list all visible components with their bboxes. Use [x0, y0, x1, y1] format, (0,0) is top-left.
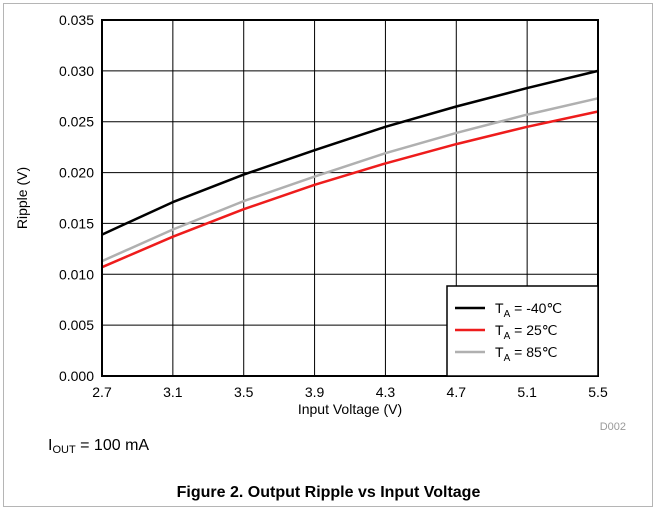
- x-tick-label: 5.1: [517, 384, 537, 400]
- x-tick-label: 3.9: [305, 384, 325, 400]
- y-tick-label: 0.015: [59, 215, 94, 231]
- condition-value: = 100 mA: [75, 437, 150, 454]
- x-tick-label: 4.7: [447, 384, 467, 400]
- legend-symbol: T: [495, 322, 504, 338]
- line-chart: 2.7 3.1 3.5 3.9 4.3 4.7 5.1 5.5 0.000 0.005 0.010 0…: [14, 12, 626, 433]
- legend-value: = -40℃: [510, 300, 562, 316]
- x-tick-label: 2.7: [92, 384, 112, 400]
- plot-border: [101, 19, 599, 377]
- y-tick-label: 0.005: [59, 317, 94, 333]
- series-line-2: [101, 97, 599, 263]
- legend-symbol: T: [495, 344, 504, 360]
- condition-symbol: I: [48, 437, 53, 454]
- legend-value: = 85℃: [510, 344, 557, 360]
- y-tick-label: 0.000: [59, 368, 94, 384]
- x-tick-label: 4.3: [376, 384, 396, 400]
- legend: TA = -40℃TA = 25℃TA = 85℃: [446, 285, 599, 377]
- figure-caption: Figure 2. Output Ripple vs Input Voltage: [176, 484, 481, 501]
- y-tick-label: 0.020: [59, 165, 94, 181]
- series-line-0: [101, 69, 599, 236]
- tick-labels: 2.7 3.1 3.5 3.9 4.3 4.7 5.1 5.5 0.000 0.005 0.010 0…: [59, 12, 608, 400]
- x-tick-label: 3.1: [163, 384, 183, 400]
- legend-label: TA = 25℃: [495, 322, 557, 342]
- x-axis-label: Input Voltage (V): [298, 401, 402, 417]
- y-tick-label: 0.010: [59, 266, 94, 282]
- figure-frame: [3, 3, 653, 507]
- series-lines: [101, 69, 599, 269]
- legend-symbol: T: [495, 300, 504, 316]
- series-line-1: [101, 110, 599, 269]
- figure-code: D002: [600, 421, 626, 433]
- legend-subscript: A: [504, 309, 511, 320]
- y-tick-label: 0.030: [59, 63, 94, 79]
- x-tick-label: 3.5: [234, 384, 254, 400]
- legend-value: = 25℃: [510, 322, 557, 338]
- test-condition: IOUT = 100 mA: [48, 437, 149, 456]
- legend-subscript: A: [504, 353, 511, 364]
- x-tick-label: 5.5: [588, 384, 608, 400]
- condition-subscript: OUT: [52, 444, 76, 456]
- legend-label: TA = -40℃: [495, 300, 562, 320]
- y-axis-label: Ripple (V): [14, 167, 30, 229]
- legend-subscript: A: [504, 331, 511, 342]
- y-tick-label: 0.035: [59, 12, 94, 28]
- legend-label: TA = 85℃: [495, 344, 557, 364]
- y-tick-label: 0.025: [59, 114, 94, 130]
